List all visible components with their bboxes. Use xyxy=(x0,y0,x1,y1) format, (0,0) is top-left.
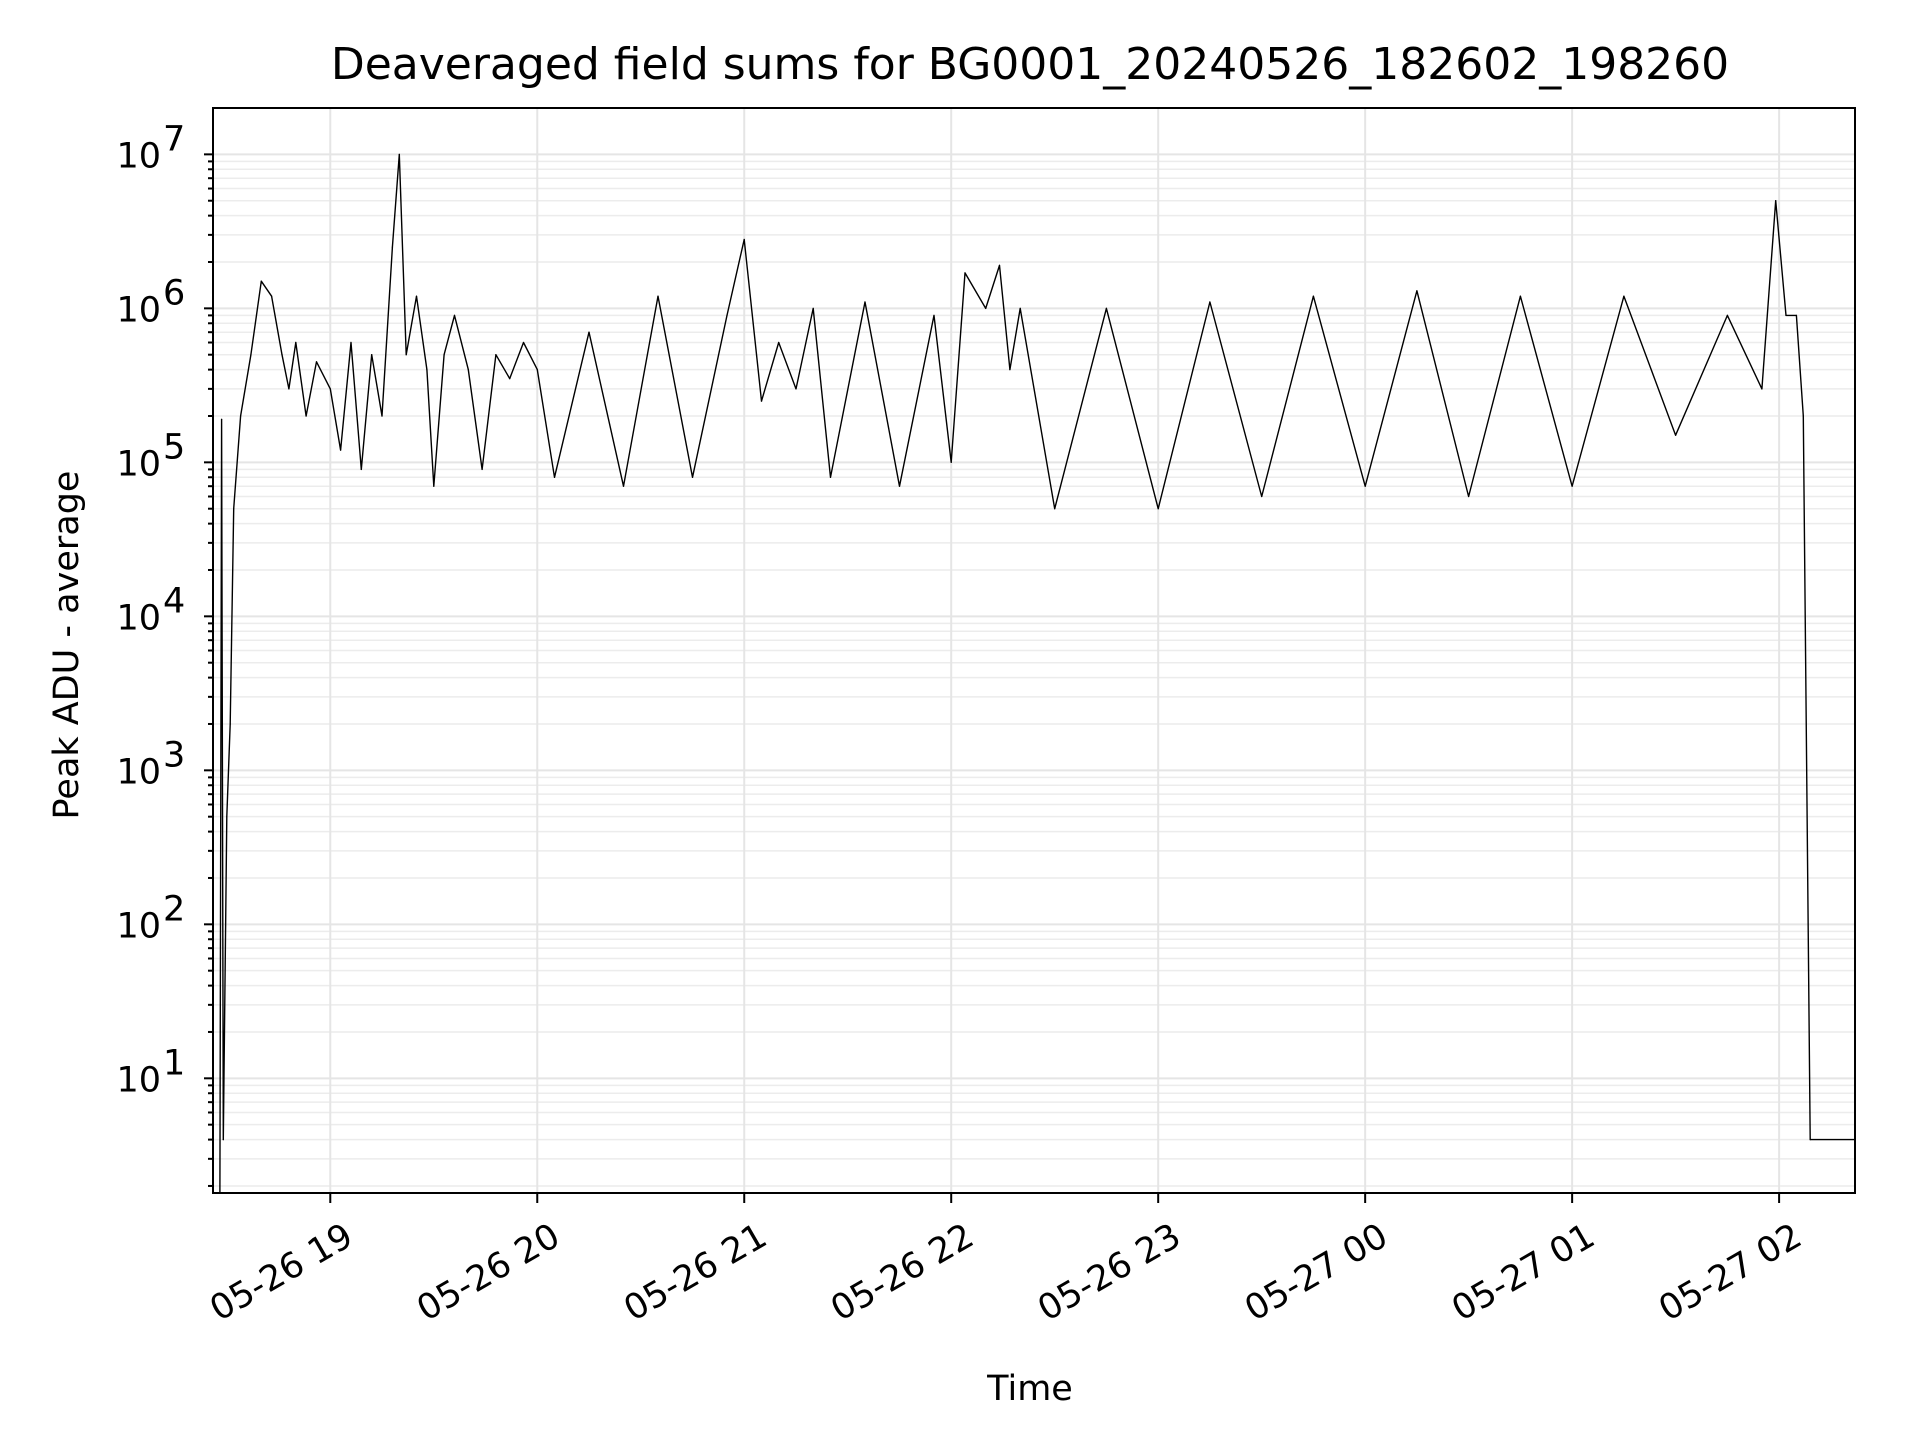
data-point xyxy=(829,476,832,478)
y-tick-label: 10 xyxy=(116,444,161,484)
data-point xyxy=(305,415,307,417)
data-point xyxy=(1809,1139,1811,1141)
data-point xyxy=(950,461,952,463)
data-point xyxy=(1157,508,1159,510)
data-point xyxy=(898,485,901,487)
data-point xyxy=(233,508,235,510)
data-point xyxy=(1675,434,1677,436)
data-point xyxy=(1726,314,1728,316)
data-point xyxy=(964,272,966,274)
chart-title: Deaveraged field sums for BG0001_2024052… xyxy=(331,39,1729,90)
data-point xyxy=(391,246,393,248)
data-point xyxy=(453,314,456,316)
data-point xyxy=(360,468,362,470)
data-point xyxy=(1009,369,1011,371)
data-point xyxy=(1364,485,1366,487)
data-point xyxy=(743,238,745,241)
data-point xyxy=(426,369,428,371)
data-point xyxy=(622,485,625,487)
data-point xyxy=(350,341,352,344)
data-point xyxy=(691,476,694,478)
data-point xyxy=(240,415,242,417)
data-point xyxy=(398,153,400,155)
data-point xyxy=(226,816,228,818)
data-point xyxy=(381,415,383,417)
data-point xyxy=(933,314,935,316)
data-point xyxy=(1519,295,1521,297)
data-point xyxy=(1785,314,1787,316)
y-axis-label: Peak ADU - average xyxy=(47,471,87,820)
grid xyxy=(213,108,1855,1193)
data-point xyxy=(271,295,273,297)
data-point xyxy=(222,1139,224,1141)
data-point xyxy=(588,331,590,333)
data-point xyxy=(250,354,252,356)
data-point xyxy=(522,341,525,344)
y-tick-exponent: 6 xyxy=(163,273,185,313)
data-point xyxy=(1416,290,1418,292)
data-point xyxy=(340,449,342,451)
data-point xyxy=(229,723,231,725)
data-point xyxy=(1468,495,1470,498)
data-point xyxy=(760,400,763,402)
y-tick-exponent: 4 xyxy=(163,581,185,621)
y-tick-exponent: 7 xyxy=(163,119,185,159)
y-tick-label: 10 xyxy=(116,136,161,176)
series-layer xyxy=(219,153,1856,1194)
y-tick-label: 10 xyxy=(116,1060,161,1100)
data-point xyxy=(1795,314,1797,316)
data-point xyxy=(415,295,418,297)
data-point xyxy=(1105,307,1107,309)
data-point xyxy=(795,388,797,390)
y-tick-exponent: 5 xyxy=(163,427,185,467)
data-point xyxy=(315,361,318,363)
data-point xyxy=(509,378,511,380)
data-point xyxy=(864,301,866,303)
data-point xyxy=(1571,485,1573,487)
data-point xyxy=(1802,415,1804,417)
data-point xyxy=(467,369,469,371)
data-point xyxy=(281,354,283,356)
y-tick-exponent: 1 xyxy=(163,1043,185,1083)
data-point xyxy=(1054,508,1056,510)
data-point xyxy=(1312,295,1314,297)
y-tick-label: 10 xyxy=(116,598,161,638)
data-point xyxy=(288,388,290,390)
data-point xyxy=(657,295,659,297)
y-tick-exponent: 3 xyxy=(163,735,185,775)
data-point xyxy=(1775,200,1777,202)
data-point xyxy=(1761,388,1763,390)
data-point xyxy=(260,280,262,282)
data-point xyxy=(443,354,445,356)
data-point xyxy=(433,485,435,487)
data-point xyxy=(1623,295,1625,297)
data-point xyxy=(778,341,780,344)
data-point xyxy=(998,264,1001,266)
data-point xyxy=(405,354,407,356)
y-tick-label: 10 xyxy=(116,290,161,330)
data-point xyxy=(495,354,497,356)
data-point xyxy=(536,369,538,371)
data-point xyxy=(221,418,223,420)
data-point xyxy=(481,468,483,470)
data-point xyxy=(812,307,814,309)
y-tick-label: 10 xyxy=(116,752,161,792)
data-point xyxy=(985,307,987,309)
data-point xyxy=(553,476,556,478)
data-point xyxy=(329,388,331,390)
data-point xyxy=(1261,495,1263,498)
y-tick-exponent: 2 xyxy=(163,889,185,929)
data-point xyxy=(1209,301,1211,303)
data-point xyxy=(726,314,728,316)
x-axis-label: Time xyxy=(986,1369,1073,1409)
data-point xyxy=(371,354,373,356)
data-point xyxy=(295,341,297,344)
y-tick-label: 10 xyxy=(116,906,161,946)
data-point xyxy=(1019,307,1021,309)
